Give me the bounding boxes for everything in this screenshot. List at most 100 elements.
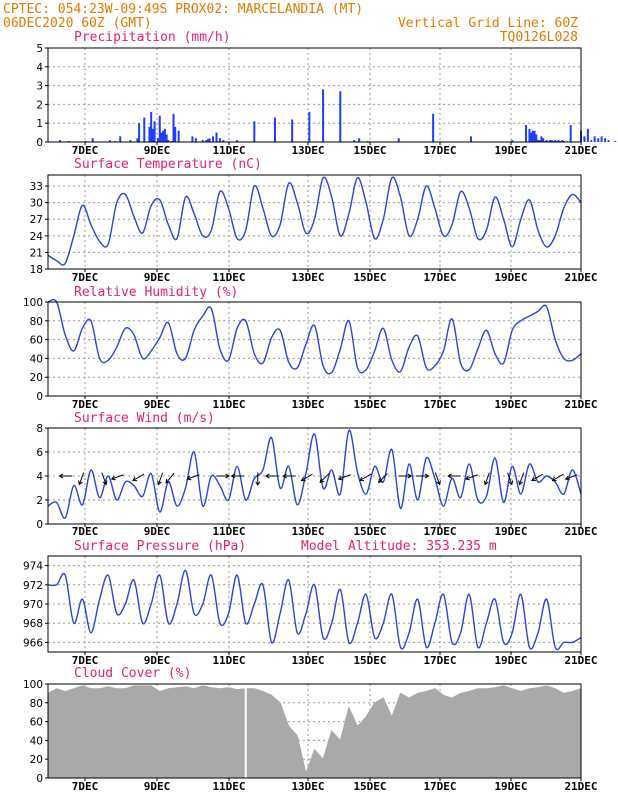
wind-arrow-head (447, 473, 452, 479)
y-tick-label: 100 (23, 679, 43, 691)
precip-bar (236, 140, 239, 142)
y-tick-label: 974 (23, 561, 43, 573)
panel-frame (47, 47, 582, 143)
wind-arrow-head (436, 480, 441, 486)
y-tick-label: 0 (36, 137, 43, 149)
precip-bar (162, 130, 165, 142)
x-tick-label: 15DEC (353, 144, 386, 157)
x-tick-label: 13DEC (291, 654, 324, 667)
x-tick-label: 11DEC (212, 398, 245, 411)
panel-frame (47, 555, 582, 653)
x-tick-label: 19DEC (494, 654, 527, 667)
wind-arrow (132, 473, 145, 481)
wind-arrow-head (58, 473, 64, 479)
precip-bar (143, 117, 146, 142)
panel-title: Cloud Cover (%) (74, 666, 191, 681)
wind-arrow (301, 473, 313, 481)
x-tick-label: 7DEC (72, 654, 99, 667)
precip-bar (561, 140, 564, 142)
panel-temp: Surface Temperature (nC) 18 21 24 27 30 33 7DEC… (30, 157, 598, 284)
y-tick-label: 2 (36, 495, 43, 507)
precip-bar (308, 111, 311, 142)
wind-arrow-head (531, 476, 536, 482)
x-tick-label: 19DEC (494, 525, 527, 538)
wind-arrow-head (465, 475, 470, 481)
panel-wind: Surface Wind (m/s) 0 2 4 6 8 7DEC 9DEC 11DEC 13DE… (36, 411, 597, 538)
x-tick-label: 11DEC (212, 780, 245, 793)
precip-bar (208, 138, 211, 142)
y-tick-label: 21 (30, 247, 43, 259)
x-tick-label: 13DEC (291, 780, 324, 793)
x-tick-label: 21DEC (564, 525, 597, 538)
y-tick-label: 60 (30, 717, 43, 729)
x-tick-label: 9DEC (144, 144, 171, 157)
y-tick-label: 20 (30, 754, 43, 766)
wind-arrow-head (300, 476, 306, 482)
panel-title: Precipitation (mm/h) (74, 30, 231, 45)
precip-bar (148, 126, 151, 142)
x-tick-label: 11DEC (212, 654, 245, 667)
precip-bar (540, 136, 543, 142)
wind-arrow-head (359, 476, 365, 482)
precip-bar (163, 128, 166, 142)
y-tick-label: 0 (36, 773, 43, 785)
precip-bar (165, 134, 168, 142)
precip-bar (322, 89, 325, 142)
y-tick-label: 0 (36, 519, 43, 531)
x-tick-label: 9DEC (144, 654, 171, 667)
precip-bar (160, 132, 163, 142)
precip-bar (604, 138, 607, 142)
wind-arrow-head (157, 480, 162, 486)
precip-bar (597, 138, 600, 142)
wind-arrow-head (508, 480, 514, 486)
precip-bar (590, 140, 593, 142)
precip-bar (339, 91, 342, 142)
y-tick-label: 968 (23, 618, 43, 630)
y-tick-label: 6 (36, 447, 43, 459)
x-tick-label: 9DEC (144, 780, 171, 793)
x-tick-label: 19DEC (494, 398, 527, 411)
rh-line (47, 298, 582, 375)
x-tick-label: 7DEC (72, 525, 99, 538)
wind-arrow-head (264, 473, 270, 479)
x-tick-label: 21DEC (564, 780, 597, 793)
wind-line (47, 429, 582, 519)
wind-arrow-head (230, 473, 236, 479)
wind-arrow (187, 474, 200, 480)
precip-bar (535, 134, 538, 142)
x-tick-label: 15DEC (353, 780, 386, 793)
precip-bar (138, 123, 141, 142)
precip-bar (569, 125, 572, 142)
y-tick-label: 972 (23, 580, 43, 592)
panel-frame (47, 301, 582, 397)
precip-bar (172, 113, 175, 142)
precip-bar (206, 139, 209, 142)
wind-arrow-head (102, 480, 108, 486)
y-tick-label: 18 (30, 264, 43, 276)
x-tick-label: 17DEC (423, 780, 456, 793)
precip-bar (273, 117, 276, 142)
wind-arrow-head (186, 475, 192, 481)
precip-bar (469, 136, 472, 142)
panel-title: Relative Humidity (%) (74, 285, 238, 300)
y-tick-label: 970 (23, 599, 43, 611)
wind-arrow (565, 474, 578, 480)
wind-arrow (359, 473, 372, 481)
panel-frame (47, 427, 582, 525)
wind-arrow (518, 472, 525, 485)
precip-bar (212, 136, 215, 142)
x-tick-label: 17DEC (423, 144, 456, 157)
precip-bar (253, 121, 256, 142)
x-tick-label: 17DEC (423, 271, 456, 284)
x-tick-label: 7DEC (72, 271, 99, 284)
precip-bar (167, 140, 170, 142)
x-tick-label: 9DEC (144, 525, 171, 538)
y-tick-label: 80 (30, 316, 43, 328)
precip-bar (554, 140, 557, 142)
precip-bar (397, 138, 400, 142)
wind-arrow-head (282, 473, 287, 479)
x-tick-label: 13DEC (291, 144, 324, 157)
x-tick-label: 11DEC (212, 144, 245, 157)
x-tick-label: 21DEC (564, 271, 597, 284)
wind-arrow (531, 473, 544, 481)
